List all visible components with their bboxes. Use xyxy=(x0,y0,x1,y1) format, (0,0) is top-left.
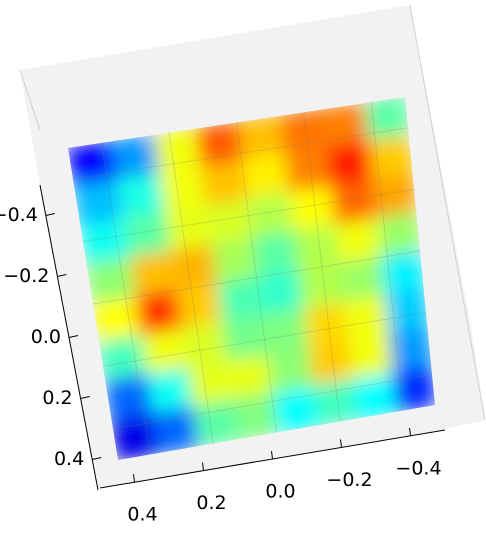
surface-cell xyxy=(156,166,207,215)
grid-line xyxy=(72,127,409,180)
surface-cell xyxy=(126,250,177,299)
surface-cell xyxy=(91,295,142,345)
x-tick xyxy=(133,474,135,483)
surface-cell xyxy=(234,114,285,163)
surface-cell xyxy=(144,367,194,416)
surface-cell xyxy=(230,392,278,441)
grid-line xyxy=(112,373,433,430)
surface-cell xyxy=(300,301,349,350)
surface-cell xyxy=(361,97,411,144)
grid-line xyxy=(82,188,415,243)
y-tick xyxy=(68,335,79,338)
grid-line xyxy=(236,122,277,433)
pane-grid xyxy=(19,4,486,421)
surface-cell xyxy=(78,218,130,267)
surface-cell xyxy=(281,146,331,195)
surface-cell xyxy=(250,230,299,279)
surface-cell xyxy=(265,346,313,396)
surface-cell xyxy=(260,308,309,357)
surface-cell xyxy=(108,133,160,183)
surface-cell xyxy=(132,289,182,338)
y-tick-label: −0.4 xyxy=(0,204,38,226)
surface-cell xyxy=(310,378,358,428)
surface-cell xyxy=(224,353,273,403)
x-tick-label: 0.0 xyxy=(265,481,295,503)
axes: 0.4 0.2 0.0 −0.2 −0.4 −0.4 −0.2 0.0 0.2 0.4 xyxy=(0,102,446,526)
y-tick xyxy=(80,396,90,399)
surface-cell xyxy=(178,321,228,370)
surface-cell xyxy=(381,288,429,337)
x-tick xyxy=(202,462,204,471)
surface-cell xyxy=(377,249,426,298)
surface-cell xyxy=(270,385,318,434)
surface-cell xyxy=(255,269,304,318)
x-tick-label: 0.4 xyxy=(127,504,157,526)
surface-cell xyxy=(97,334,148,384)
y-tick xyxy=(92,457,102,460)
grid-line xyxy=(101,142,151,455)
surface-cell xyxy=(190,399,239,448)
surface-cell xyxy=(214,276,263,325)
surface-cell xyxy=(245,192,295,241)
surface-cell xyxy=(138,328,188,377)
surface-cell xyxy=(120,211,171,260)
surface-cell xyxy=(332,217,381,266)
surface-cell xyxy=(150,405,199,455)
x-tick-label: 0.2 xyxy=(196,492,226,514)
y-tick-label: −0.2 xyxy=(3,265,49,287)
surface-cell xyxy=(173,282,223,332)
surface-cell xyxy=(104,373,154,423)
y-tick xyxy=(57,274,67,277)
surface-cell xyxy=(341,294,389,343)
surface-cell xyxy=(305,340,353,389)
surface-cell xyxy=(184,360,234,409)
x-tick-label: −0.2 xyxy=(326,469,372,491)
x-tick xyxy=(340,439,342,448)
grid-line xyxy=(168,132,214,444)
surface-cell xyxy=(295,262,345,312)
surface-cell xyxy=(219,314,268,364)
surface-cell xyxy=(110,412,160,460)
x-tick-label: −0.4 xyxy=(395,457,441,479)
surface-clip xyxy=(68,97,435,460)
surface-cell xyxy=(286,185,336,234)
surface-cell xyxy=(68,140,118,189)
surface-cell xyxy=(369,172,418,221)
grid-line xyxy=(102,312,427,367)
surface-cell xyxy=(167,243,218,293)
surface-cell xyxy=(319,101,369,150)
surface-cell xyxy=(72,179,124,228)
surface-cell xyxy=(323,140,373,189)
surface-cell xyxy=(203,198,253,247)
grid-line xyxy=(370,102,404,411)
grid-line xyxy=(303,112,341,422)
surface-cell xyxy=(114,172,166,221)
surface-cell xyxy=(373,211,422,260)
surface-cell xyxy=(161,205,212,254)
surface-cell xyxy=(208,237,258,286)
y-tick xyxy=(45,213,55,216)
surface-cell xyxy=(192,121,243,170)
surface-cell xyxy=(291,224,340,273)
surface-cell xyxy=(328,179,377,228)
surface-cell xyxy=(389,365,435,414)
y-tick-label: 0.2 xyxy=(42,387,72,409)
surface-cell xyxy=(240,153,290,202)
y-tick-label: 0.0 xyxy=(31,326,61,348)
surface-cell xyxy=(345,333,393,382)
surface-cell xyxy=(349,371,397,421)
surface-cell xyxy=(198,159,248,208)
surface-cell xyxy=(365,134,414,182)
x-tick xyxy=(409,427,411,436)
y-tick-label: 0.4 xyxy=(54,448,84,470)
surface-cell xyxy=(85,256,136,306)
surface-cell xyxy=(385,326,433,375)
surface-cell xyxy=(277,108,327,157)
grid-line xyxy=(92,250,421,305)
surface-cell xyxy=(336,256,385,305)
x-tick xyxy=(271,450,273,460)
surface xyxy=(68,97,435,460)
surface-cell xyxy=(150,127,202,176)
